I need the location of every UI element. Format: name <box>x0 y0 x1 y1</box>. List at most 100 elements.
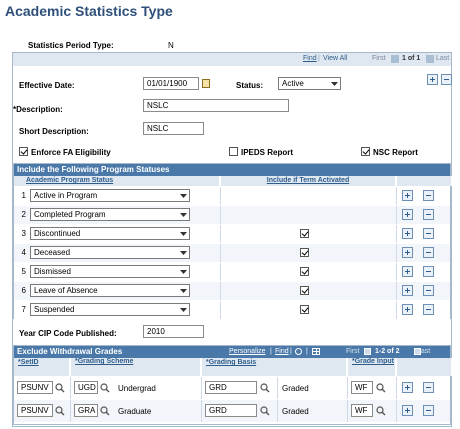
delete-row-icon[interactable] <box>441 74 452 85</box>
find-grid-link[interactable]: Find <box>275 348 289 355</box>
nsc-checkbox[interactable] <box>361 147 370 156</box>
top-nav-bar: Find | View All First 1 of 1 Last <box>13 53 451 66</box>
enforce-fa-checkbox[interactable] <box>19 147 28 156</box>
effective-date-label: Effective Date: <box>19 81 75 90</box>
col-grading-scheme[interactable]: *Grading Scheme <box>71 358 201 376</box>
status-select[interactable]: Active <box>278 77 341 90</box>
short-description-label: Short Description: <box>19 127 89 136</box>
delete-row-icon[interactable] <box>423 304 434 315</box>
lookup-icon[interactable] <box>100 406 110 416</box>
row-number: 3 <box>21 229 26 238</box>
delete-row-icon[interactable] <box>423 266 434 277</box>
col-grade-input[interactable]: *Grade Input <box>348 358 396 376</box>
term-activated-checkbox[interactable] <box>300 286 309 295</box>
personalize-link[interactable]: Personalize <box>229 348 266 355</box>
program-status-select[interactable]: Active in Program <box>30 189 190 202</box>
dropdown-icon <box>180 289 187 293</box>
effective-date-input[interactable]: 01/01/1900 <box>143 77 199 90</box>
add-row-icon[interactable] <box>402 382 413 393</box>
term-activated-checkbox[interactable] <box>300 229 309 238</box>
delete-row-icon[interactable] <box>423 405 434 416</box>
delete-row-icon[interactable] <box>423 247 434 258</box>
col-program-status[interactable]: Academic Program Status <box>14 176 220 186</box>
add-row-icon[interactable] <box>402 285 413 296</box>
grading-basis-input[interactable]: GRD <box>205 381 257 394</box>
lookup-icon[interactable] <box>55 406 65 416</box>
zoom-icon[interactable] <box>295 348 302 355</box>
term-activated-checkbox[interactable] <box>300 305 309 314</box>
add-row-icon[interactable] <box>427 74 438 85</box>
program-status-title: Include the Following Program Statuses <box>17 165 170 174</box>
lookup-icon[interactable] <box>260 406 270 416</box>
delete-row-icon[interactable] <box>423 228 434 239</box>
setid-input[interactable]: PSUNV <box>17 404 53 417</box>
grading-scheme-input[interactable]: UGD <box>74 381 98 394</box>
grading-basis-input[interactable]: GRD <box>205 404 257 417</box>
delete-row-icon[interactable] <box>423 190 434 201</box>
row-number: 2 <box>21 210 26 219</box>
nsc-label: NSC Report <box>373 148 418 157</box>
program-status-select[interactable]: Completed Program <box>30 208 190 221</box>
description-label: *Description: <box>13 105 63 114</box>
cip-label: Year CIP Code Published: <box>19 329 117 338</box>
col-setid[interactable]: *SetID <box>14 358 70 376</box>
dropdown-icon <box>331 82 338 86</box>
delete-row-icon[interactable] <box>423 209 434 220</box>
calendar-icon[interactable] <box>202 79 210 88</box>
col-term-activated[interactable]: Include if Term Activated <box>221 176 396 186</box>
program-status-select[interactable]: Leave of Absence <box>30 284 190 297</box>
program-status-row: 3 Discontinued <box>14 225 450 243</box>
program-status-select[interactable]: Dismissed <box>30 265 190 278</box>
program-status-value: Deceased <box>34 248 71 257</box>
program-status-select[interactable]: Deceased <box>30 246 190 259</box>
grade-input-field[interactable]: WF <box>351 404 373 417</box>
next-arrow-icon[interactable] <box>426 55 434 63</box>
lookup-icon[interactable] <box>260 383 270 393</box>
add-row-icon[interactable] <box>402 266 413 277</box>
add-row-icon[interactable] <box>402 405 413 416</box>
add-row-icon[interactable] <box>402 247 413 258</box>
program-status-value: Completed Program <box>34 210 106 219</box>
status-value: Active <box>282 79 304 88</box>
grade-input-field[interactable]: WF <box>351 381 373 394</box>
add-row-icon[interactable] <box>402 304 413 315</box>
setid-input[interactable]: PSUNV <box>17 381 53 394</box>
col-grading-basis[interactable]: *Grading Basis <box>202 358 347 376</box>
range-text: 1 of 1 <box>402 55 421 62</box>
term-activated-checkbox[interactable] <box>300 267 309 276</box>
add-row-icon[interactable] <box>402 209 413 220</box>
grid-next-icon[interactable] <box>413 348 421 355</box>
add-row-icon[interactable] <box>402 190 413 201</box>
program-status-value: Leave of Absence <box>34 286 98 295</box>
lookup-icon[interactable] <box>55 383 65 393</box>
short-description-input[interactable]: NSLC <box>143 122 204 135</box>
grid-icon[interactable] <box>312 348 320 355</box>
dropdown-icon <box>180 232 187 236</box>
program-status-select[interactable]: Discontinued <box>30 227 190 240</box>
status-label: Status: <box>236 81 264 90</box>
grading-scheme-desc: Graduate <box>118 407 152 416</box>
program-status-row: 7 Suspended <box>14 301 450 319</box>
term-activated-checkbox[interactable] <box>300 248 309 257</box>
add-row-icon[interactable] <box>402 228 413 239</box>
program-status-select[interactable]: Suspended <box>30 303 190 316</box>
delete-row-icon[interactable] <box>423 285 434 296</box>
description-input[interactable]: NSLC <box>143 99 289 112</box>
delete-row-icon[interactable] <box>423 382 434 393</box>
lookup-icon[interactable] <box>376 406 386 416</box>
lookup-icon[interactable] <box>100 383 110 393</box>
enforce-fa-label: Enforce FA Eligibility <box>31 148 111 157</box>
grading-scheme-input[interactable]: GRA <box>74 404 98 417</box>
find-link[interactable]: Find <box>303 55 317 62</box>
program-status-value: Active in Program <box>34 191 98 200</box>
lookup-icon[interactable] <box>376 383 386 393</box>
view-all-link[interactable]: View All <box>323 55 348 62</box>
dropdown-icon <box>180 251 187 255</box>
cip-input[interactable]: 2010 <box>143 325 204 338</box>
withdrawal-title: Exclude Withdrawal Grades <box>17 347 123 356</box>
prev-arrow-icon[interactable] <box>391 55 399 63</box>
grid-prev-icon[interactable] <box>364 348 371 355</box>
row-number: 6 <box>21 286 26 295</box>
program-status-row: 1 Active in Program <box>14 187 450 205</box>
ipeds-checkbox[interactable] <box>229 147 238 156</box>
